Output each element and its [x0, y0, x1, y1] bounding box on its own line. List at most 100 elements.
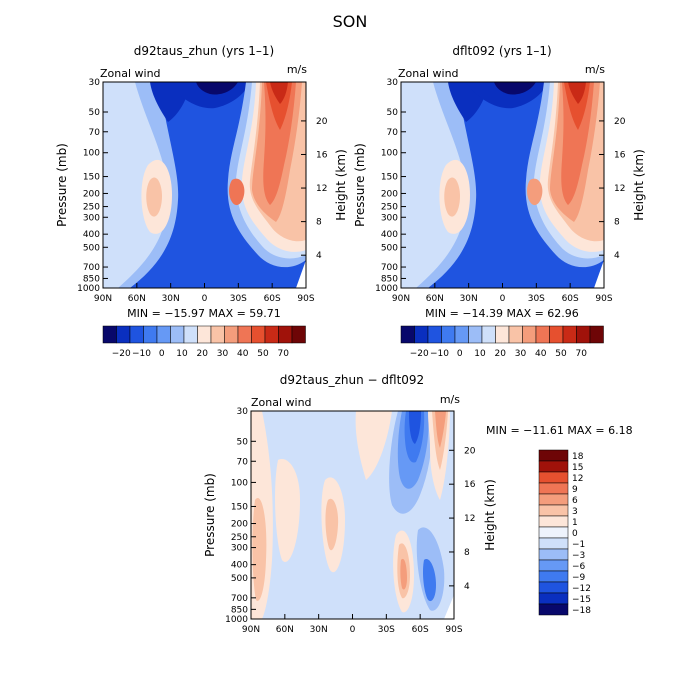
y-tick-label: 30 [387, 78, 399, 88]
panel-3-units: m/s [440, 393, 460, 406]
panel-2-colorbar: −20 −10 0 10 20 30 40 50 70 [400, 325, 604, 359]
x-tick-label: 0 [350, 625, 356, 635]
colorbar-label: −1 [572, 540, 585, 550]
panel-2-band-ulmost [444, 177, 460, 217]
colorbar-swatch [538, 460, 569, 473]
colorbar-swatch [538, 471, 569, 484]
y-right-tick-label: 20 [316, 117, 328, 127]
panel-2-surface-fringe [594, 260, 604, 288]
colorbar-label: −10 [132, 349, 151, 359]
y-tick-label: 500 [381, 243, 398, 253]
x-tick-label: 0 [500, 294, 506, 304]
colorbar-swatch [538, 537, 569, 550]
colorbar-label: −10 [430, 349, 449, 359]
colorbar-swatch [538, 581, 569, 594]
x-tick-label: 90S [297, 294, 314, 304]
panel-2-core-darkest [494, 82, 536, 95]
colorbar-swatch [538, 570, 569, 583]
y-tick-label: 50 [387, 108, 399, 118]
y-right-tick-label: 8 [614, 218, 620, 228]
panel-1-jet-6 [270, 82, 288, 104]
panel-2-inner-title: Zonal wind [398, 67, 459, 80]
panel-2-jet-4 [561, 82, 594, 205]
y-tick-label: 50 [89, 108, 101, 118]
colorbar-swatch [576, 325, 591, 344]
colorbar-label: −18 [572, 606, 591, 616]
x-tick-label: 90S [445, 625, 462, 635]
colorbar-swatch [400, 325, 415, 344]
colorbar-label: 0 [572, 529, 578, 539]
panel-3-pos-n3-core [325, 498, 339, 551]
y-right-tick-label: 20 [464, 446, 476, 456]
y-tick-label: 700 [83, 263, 100, 273]
panel-3-stats: MIN = −11.61 MAX = 6.18 [486, 424, 633, 437]
colorbar-swatch [535, 325, 550, 344]
colorbar-label: 10 [474, 349, 486, 359]
colorbar-swatch [468, 325, 483, 344]
colorbar-swatch [291, 325, 306, 344]
y-tick-label: 400 [381, 230, 398, 240]
panel-3-pos-n2 [275, 459, 300, 562]
colorbar-label: −20 [112, 349, 131, 359]
y-right-tick-label: 12 [464, 514, 475, 524]
y-tick-label: 70 [89, 128, 101, 138]
colorbar-label: 12 [572, 474, 583, 484]
colorbar-swatch [264, 325, 279, 344]
panel-1-colorbar: −20 −10 0 10 20 30 40 50 70 [102, 325, 306, 359]
colorbar-label: 9 [572, 485, 578, 495]
y-tick-label: 30 [237, 407, 249, 417]
y-tick-label: 30 [89, 78, 101, 88]
panel-1-ylabel-right: Height (km) [334, 149, 348, 220]
y-tick-label: 250 [381, 203, 398, 213]
panel-2-ylabel: Pressure (mb) [353, 143, 367, 227]
colorbar-swatch [538, 526, 569, 539]
colorbar-swatch [538, 592, 569, 605]
panel-3-title: d92taus_zhun − dflt092 [280, 373, 424, 387]
colorbar-swatch [251, 325, 266, 344]
x-tick-label: 60N [128, 294, 146, 304]
colorbar-swatch [210, 325, 225, 344]
panel-2-ylabel-right: Height (km) [632, 149, 646, 220]
y-tick-label: 70 [387, 128, 399, 138]
x-tick-label: 30S [378, 625, 395, 635]
colorbar-swatch [278, 325, 293, 344]
panel-2-title: dflt092 (yrs 1–1) [452, 44, 551, 58]
colorbar-swatch [237, 325, 252, 344]
y-tick-label: 50 [237, 437, 249, 447]
panel-1-ticks: 90N 60N 30N 0 30S 60S 90S 30 50 70 100 150 200 250300… [77, 78, 328, 304]
colorbar-swatch [495, 325, 510, 344]
colorbar-swatch [441, 325, 456, 344]
y-right-tick-label: 4 [316, 251, 322, 261]
x-tick-label: 30N [460, 294, 478, 304]
panel-3-inner-title: Zonal wind [251, 396, 312, 409]
colorbar-label: 20 [495, 349, 507, 359]
colorbar-swatch [538, 504, 569, 517]
panel-1-plot-area [103, 82, 306, 288]
colorbar-swatch [538, 449, 569, 462]
panel-1-lowlevel-blob [229, 178, 245, 206]
y-tick-label: 200 [83, 189, 100, 199]
panel-1-units: m/s [287, 63, 307, 76]
x-tick-label: 60S [264, 294, 281, 304]
y-tick-label: 850 [231, 605, 248, 615]
colorbar-label: 70 [576, 349, 588, 359]
panel-3-ylabel-right: Height (km) [483, 479, 497, 550]
x-tick-label: 60S [562, 294, 579, 304]
panel-1-ylabel: Pressure (mb) [55, 143, 69, 227]
colorbar-swatch [170, 325, 185, 344]
y-tick-label: 100 [381, 149, 398, 159]
colorbar-swatch [549, 325, 564, 344]
colorbar-swatch [156, 325, 171, 344]
y-tick-label: 500 [231, 574, 248, 584]
colorbar-label: 40 [237, 349, 249, 359]
colorbar-label: 50 [555, 349, 567, 359]
x-tick-label: 30S [230, 294, 247, 304]
y-right-tick-label: 4 [464, 582, 470, 592]
colorbar-label: 3 [572, 507, 578, 517]
colorbar-label: 0 [159, 349, 165, 359]
y-tick-label: 500 [83, 243, 100, 253]
y-tick-label: 150 [231, 502, 248, 512]
y-tick-label: 850 [83, 274, 100, 284]
